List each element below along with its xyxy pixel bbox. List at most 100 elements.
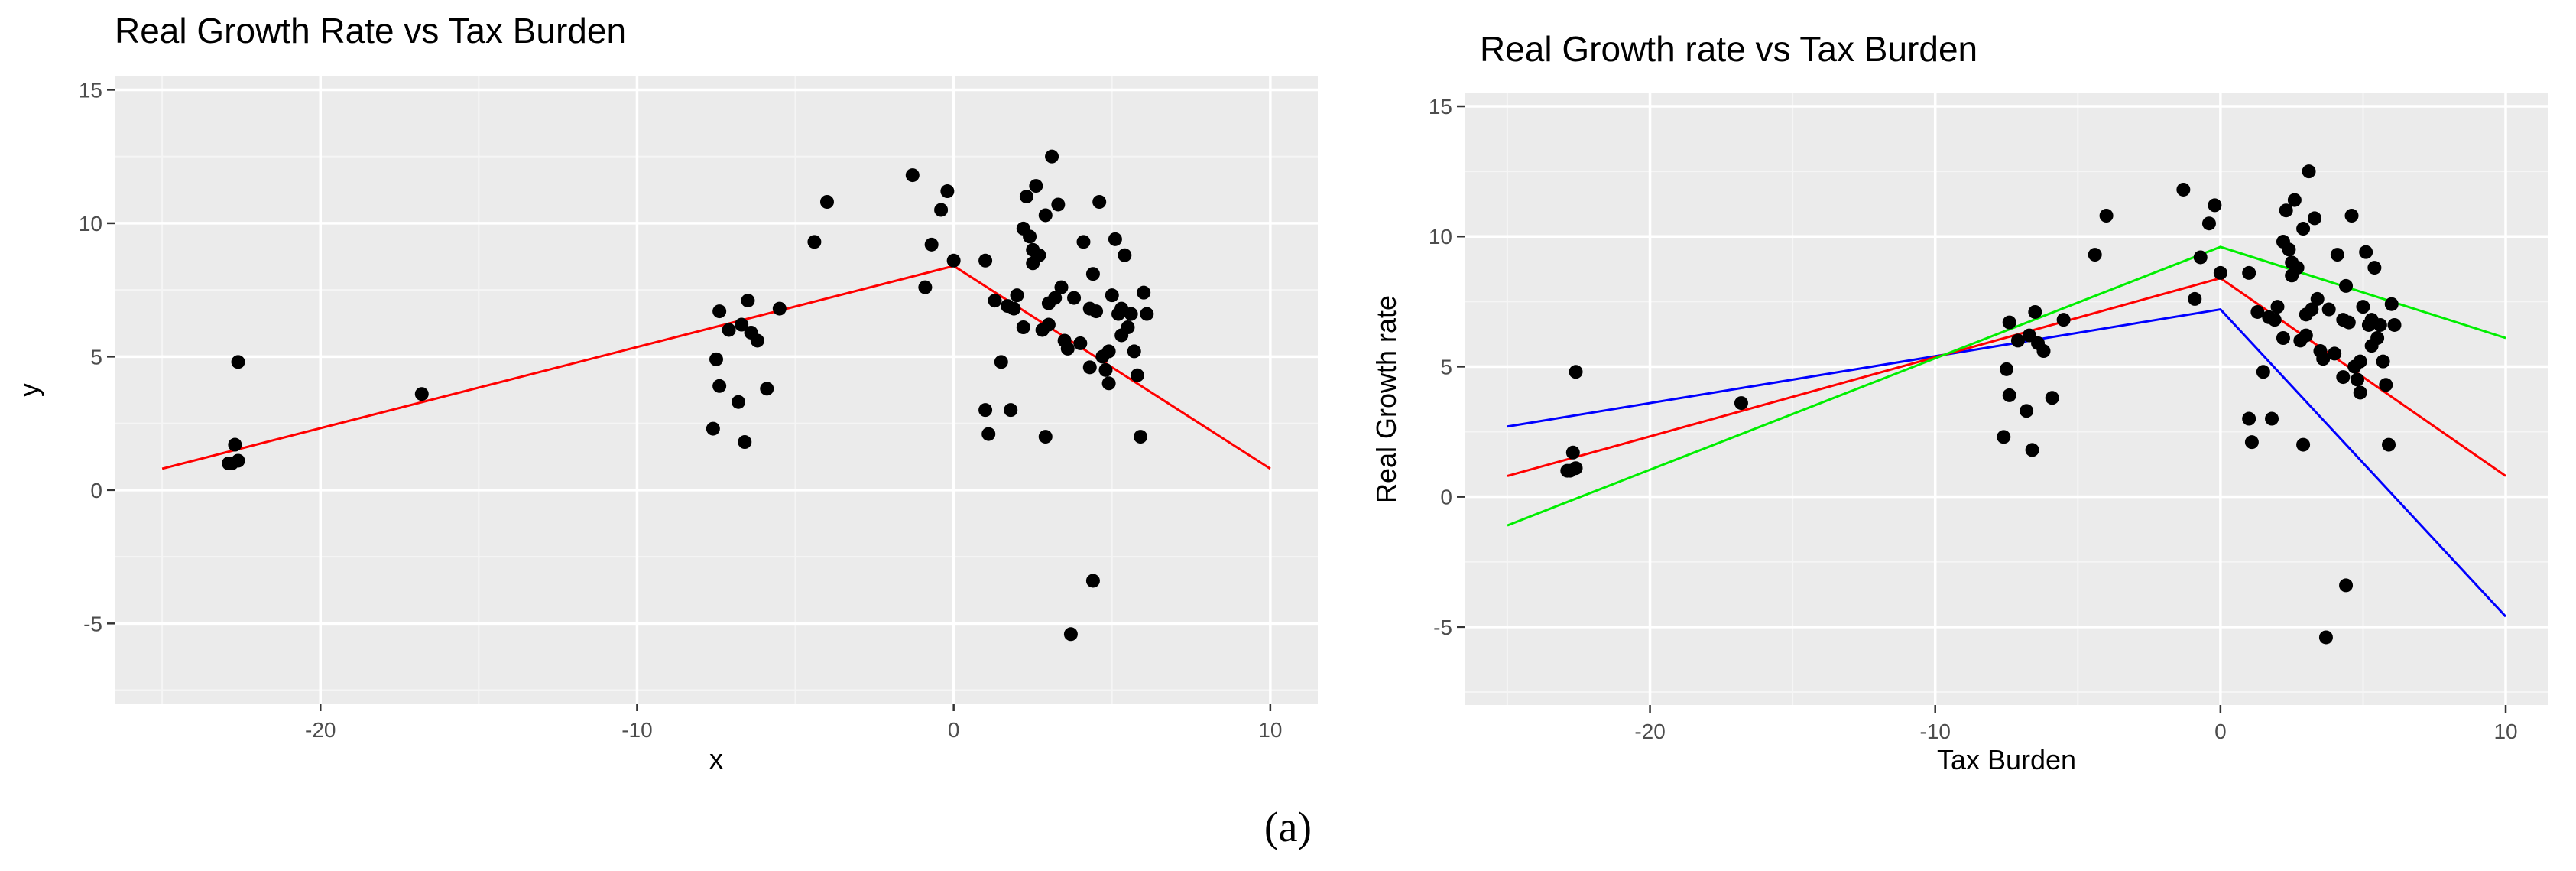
data-point <box>772 301 787 316</box>
data-point <box>1063 627 1078 642</box>
data-point <box>2299 328 2313 343</box>
y-tick-label: 0 <box>1440 486 1452 509</box>
x-tick-label: 0 <box>948 718 960 742</box>
y-tick-label: 5 <box>90 345 102 369</box>
y-tick-label: 15 <box>79 78 102 102</box>
data-point <box>905 168 920 183</box>
data-point <box>2056 313 2071 327</box>
data-point <box>2296 437 2311 452</box>
y-axis-ticks: -5 0 5 10 15 <box>79 78 115 635</box>
data-point <box>2256 365 2270 379</box>
chart-panel-right: Real Growth rate vs Tax Burden -20 -10 0 10… <box>1371 29 2548 775</box>
data-point <box>731 395 745 409</box>
data-point <box>2379 378 2393 392</box>
chart-title: Real Growth Rate vs Tax Burden <box>115 11 626 50</box>
data-point <box>1054 280 1069 294</box>
data-point <box>1016 221 1030 236</box>
data-point <box>918 280 933 294</box>
data-point <box>2364 313 2379 327</box>
data-point <box>2270 300 2285 314</box>
minor-gridlines <box>1465 93 2548 705</box>
data-point <box>2267 313 2282 327</box>
data-point <box>1010 288 1024 303</box>
y-axis-title: Real Growth rate <box>1371 295 1402 503</box>
data-point <box>2336 370 2351 385</box>
x-axis-ticks: -20 -10 0 10 <box>1634 705 2518 743</box>
data-point <box>1137 285 1151 300</box>
data-point <box>2213 265 2227 280</box>
data-point <box>2316 352 2331 366</box>
data-point <box>1105 288 1119 303</box>
data-point <box>2242 411 2256 426</box>
data-point <box>2287 193 2302 207</box>
data-point <box>2353 385 2367 400</box>
data-point <box>1082 360 1097 375</box>
data-point <box>2000 362 2013 376</box>
data-point <box>1734 396 1748 411</box>
data-point <box>2002 388 2016 402</box>
chart-title: Real Growth rate vs Tax Burden <box>1480 29 1977 69</box>
data-point <box>2045 391 2059 405</box>
data-point <box>722 323 736 337</box>
data-point <box>981 427 996 441</box>
data-point <box>1076 235 1091 249</box>
data-point <box>414 387 429 401</box>
data-point <box>2285 255 2299 270</box>
data-point <box>807 235 822 249</box>
data-point <box>231 355 245 369</box>
data-point <box>1565 445 1580 460</box>
data-point <box>2339 278 2354 293</box>
data-point <box>2188 291 2202 306</box>
data-point <box>2353 354 2367 369</box>
y-tick-label: 0 <box>90 479 102 502</box>
data-point <box>978 403 993 418</box>
minor-gridlines <box>115 76 1318 704</box>
data-point <box>2384 297 2399 311</box>
data-point <box>1121 320 1135 334</box>
data-point <box>1060 341 1075 356</box>
data-point <box>2250 304 2265 319</box>
data-point <box>750 333 764 348</box>
data-point <box>1130 368 1144 382</box>
x-tick-label: -10 <box>1919 720 1950 743</box>
y-axis-ticks: -5 0 5 10 15 <box>1429 95 1465 639</box>
data-point <box>934 203 949 217</box>
data-point <box>946 253 961 268</box>
data-point <box>2367 261 2382 275</box>
y-tick-label: 5 <box>1440 355 1452 379</box>
data-point <box>2201 216 2216 231</box>
data-point <box>2305 302 2319 317</box>
data-point <box>2339 578 2354 593</box>
data-point <box>924 237 939 252</box>
data-point <box>2321 302 2336 317</box>
data-point <box>1108 232 1122 246</box>
data-point <box>2244 435 2259 450</box>
data-point <box>741 294 755 308</box>
data-point <box>1007 301 1021 316</box>
data-point <box>988 294 1002 308</box>
y-tick-label: 10 <box>79 212 102 236</box>
data-point <box>1026 242 1040 257</box>
data-point <box>2328 346 2342 361</box>
data-point <box>1134 430 1148 444</box>
data-point <box>2387 317 2402 332</box>
data-point <box>994 355 1008 369</box>
data-point <box>2310 291 2325 306</box>
data-points <box>222 149 1154 642</box>
data-point <box>1085 574 1100 588</box>
data-point <box>2025 443 2039 457</box>
data-point <box>760 382 774 396</box>
data-point <box>2176 182 2191 197</box>
y-tick-label: 10 <box>1429 225 1452 249</box>
data-point <box>2279 203 2293 218</box>
data-point <box>1560 463 1575 478</box>
data-point <box>2028 304 2042 319</box>
data-point <box>1114 301 1129 316</box>
data-point <box>2296 222 2311 236</box>
data-point <box>1140 307 1154 321</box>
series-line-blue <box>1507 307 2507 618</box>
data-point <box>2010 333 2025 348</box>
data-point <box>709 352 723 366</box>
y-axis-title: y <box>13 383 44 397</box>
